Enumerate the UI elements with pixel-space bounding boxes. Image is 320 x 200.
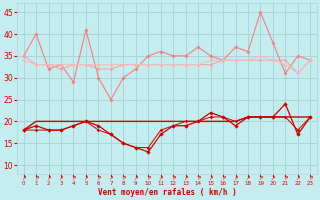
X-axis label: Vent moyen/en rafales ( km/h ): Vent moyen/en rafales ( km/h )	[98, 188, 236, 197]
